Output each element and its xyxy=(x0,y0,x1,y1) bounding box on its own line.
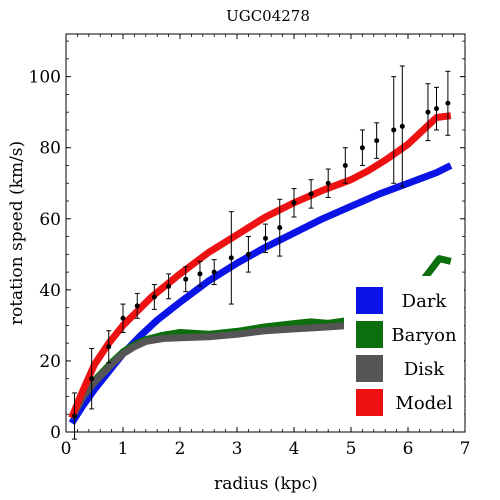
y-tick-label: 80 xyxy=(39,139,61,159)
legend-swatch-baryon xyxy=(356,321,383,348)
legend-swatch-dark xyxy=(356,287,383,314)
chart-title: UGC04278 xyxy=(226,7,310,25)
axis-ticks: 0 1 2 3 4 5 6 7 0 20 40 60 80 100 xyxy=(29,34,471,459)
x-tick-label: 1 xyxy=(118,439,129,459)
data-point xyxy=(183,276,189,282)
x-tick-label: 0 xyxy=(61,439,72,459)
data-point xyxy=(308,191,314,197)
x-tick-label: 6 xyxy=(403,439,414,459)
data-point xyxy=(342,162,348,168)
legend-label-dark: Dark xyxy=(402,291,448,312)
plot-frame xyxy=(65,33,466,433)
x-tick-label: 4 xyxy=(289,439,300,459)
data-point xyxy=(72,413,78,419)
x-tick-label: 2 xyxy=(175,439,186,459)
data-point xyxy=(263,235,268,241)
legend-label-baryon: Baryon xyxy=(391,325,457,346)
data-point xyxy=(151,294,157,300)
data-point xyxy=(325,180,331,186)
observations xyxy=(72,65,451,440)
data-point xyxy=(228,255,234,261)
data-point xyxy=(197,271,203,277)
data-point xyxy=(245,251,251,257)
y-tick-label: 20 xyxy=(39,352,61,372)
data-point xyxy=(120,315,126,321)
data-point xyxy=(445,100,451,106)
data-point xyxy=(134,303,140,309)
y-tick-label: 100 xyxy=(29,68,61,88)
data-point xyxy=(291,200,297,206)
data-point xyxy=(391,127,397,133)
series-line-model xyxy=(68,112,452,420)
x-tick-label: 5 xyxy=(346,439,357,459)
data-point xyxy=(399,123,405,129)
x-tick-label: 3 xyxy=(232,439,243,459)
y-tick-label: 40 xyxy=(39,281,61,301)
series-line-disk xyxy=(68,320,369,420)
data-point xyxy=(211,269,217,275)
data-point xyxy=(374,138,380,144)
legend-swatch-disk xyxy=(356,355,383,382)
x-axis-label: radius (kpc) xyxy=(214,474,318,494)
data-point xyxy=(166,283,172,289)
data-point xyxy=(89,376,95,382)
y-axis-label: rotation speed (km/s) xyxy=(7,141,27,325)
legend: Dark Baryon Disk Model xyxy=(344,276,464,416)
data-point xyxy=(106,344,112,350)
x-tick-label: 7 xyxy=(460,439,471,459)
data-point xyxy=(434,106,439,112)
data-point xyxy=(425,109,431,115)
data-point xyxy=(359,145,365,151)
legend-label-model: Model xyxy=(395,393,452,414)
y-tick-label: 60 xyxy=(39,210,61,230)
data-point xyxy=(277,225,283,231)
legend-swatch-model xyxy=(356,389,383,416)
y-tick-label: 0 xyxy=(50,423,61,443)
legend-label-disk: Disk xyxy=(404,359,445,380)
